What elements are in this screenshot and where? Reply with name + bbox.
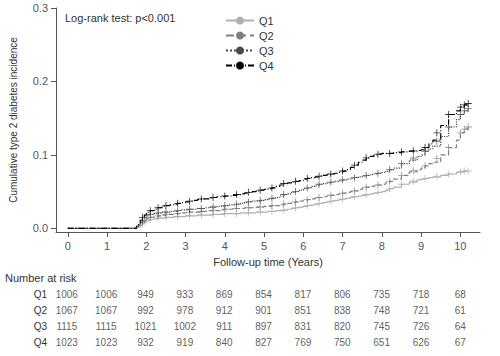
svg-text:806: 806 xyxy=(334,289,351,300)
svg-text:61: 61 xyxy=(455,305,467,316)
svg-text:911: 911 xyxy=(216,321,232,332)
svg-text:0.1: 0.1 xyxy=(33,149,48,161)
svg-text:827: 827 xyxy=(255,337,272,348)
svg-text:1002: 1002 xyxy=(174,321,197,332)
svg-text:838: 838 xyxy=(334,305,351,316)
svg-text:626: 626 xyxy=(413,337,430,348)
svg-text:840: 840 xyxy=(216,337,233,348)
svg-text:992: 992 xyxy=(137,305,154,316)
svg-text:Q3: Q3 xyxy=(259,45,274,57)
svg-text:1115: 1115 xyxy=(96,321,117,332)
svg-text:1006: 1006 xyxy=(56,289,79,300)
svg-text:Log-rank test: p<0.001: Log-rank test: p<0.001 xyxy=(65,12,175,24)
svg-text:Q4: Q4 xyxy=(34,337,48,348)
svg-text:735: 735 xyxy=(373,289,390,300)
svg-text:Q1: Q1 xyxy=(259,15,274,27)
svg-text:Cumulative type 2 diabetes inc: Cumulative type 2 diabetes incidence xyxy=(8,37,19,203)
svg-text:817: 817 xyxy=(295,289,312,300)
svg-text:1023: 1023 xyxy=(95,337,118,348)
svg-text:Q2: Q2 xyxy=(34,305,48,316)
svg-text:750: 750 xyxy=(334,337,351,348)
svg-text:Q3: Q3 xyxy=(34,321,48,332)
svg-text:854: 854 xyxy=(255,289,272,300)
svg-text:721: 721 xyxy=(413,305,430,316)
svg-text:932: 932 xyxy=(137,337,154,348)
svg-text:4: 4 xyxy=(222,240,228,252)
svg-text:1115: 1115 xyxy=(56,321,77,332)
svg-text:64: 64 xyxy=(455,321,467,332)
svg-text:933: 933 xyxy=(177,289,194,300)
svg-text:1: 1 xyxy=(104,240,110,252)
svg-text:8: 8 xyxy=(379,240,385,252)
svg-text:Q1: Q1 xyxy=(34,289,48,300)
svg-text:1067: 1067 xyxy=(95,305,118,316)
svg-text:9: 9 xyxy=(418,240,424,252)
svg-text:1021: 1021 xyxy=(134,321,157,332)
svg-text:0.2: 0.2 xyxy=(33,75,48,87)
svg-text:Number at risk: Number at risk xyxy=(5,272,77,284)
svg-text:7: 7 xyxy=(340,240,346,252)
svg-text:869: 869 xyxy=(216,289,233,300)
svg-text:919: 919 xyxy=(177,337,194,348)
svg-text:1067: 1067 xyxy=(56,305,79,316)
svg-text:718: 718 xyxy=(413,289,430,300)
svg-text:2: 2 xyxy=(143,240,149,252)
svg-text:851: 851 xyxy=(295,305,312,316)
svg-text:769: 769 xyxy=(295,337,312,348)
svg-text:901: 901 xyxy=(255,305,272,316)
svg-text:68: 68 xyxy=(455,289,467,300)
svg-text:949: 949 xyxy=(137,289,154,300)
svg-text:3: 3 xyxy=(182,240,188,252)
svg-text:6: 6 xyxy=(300,240,306,252)
svg-text:831: 831 xyxy=(295,321,312,332)
svg-text:745: 745 xyxy=(373,321,390,332)
svg-text:748: 748 xyxy=(373,305,390,316)
svg-text:726: 726 xyxy=(413,321,430,332)
svg-text:10: 10 xyxy=(454,240,466,252)
svg-text:Q2: Q2 xyxy=(259,30,274,42)
svg-text:67: 67 xyxy=(455,337,467,348)
svg-text:Q4: Q4 xyxy=(259,60,274,72)
svg-text:0: 0 xyxy=(65,240,71,252)
svg-text:651: 651 xyxy=(373,337,390,348)
svg-text:820: 820 xyxy=(334,321,351,332)
svg-text:5: 5 xyxy=(261,240,267,252)
svg-text:1006: 1006 xyxy=(95,289,118,300)
svg-text:897: 897 xyxy=(255,321,272,332)
svg-text:912: 912 xyxy=(216,305,233,316)
svg-text:0.0: 0.0 xyxy=(33,222,48,234)
svg-text:0.3: 0.3 xyxy=(33,2,48,14)
svg-text:978: 978 xyxy=(177,305,194,316)
svg-text:1023: 1023 xyxy=(56,337,79,348)
svg-text:Follow-up time (Years): Follow-up time (Years) xyxy=(213,256,323,268)
